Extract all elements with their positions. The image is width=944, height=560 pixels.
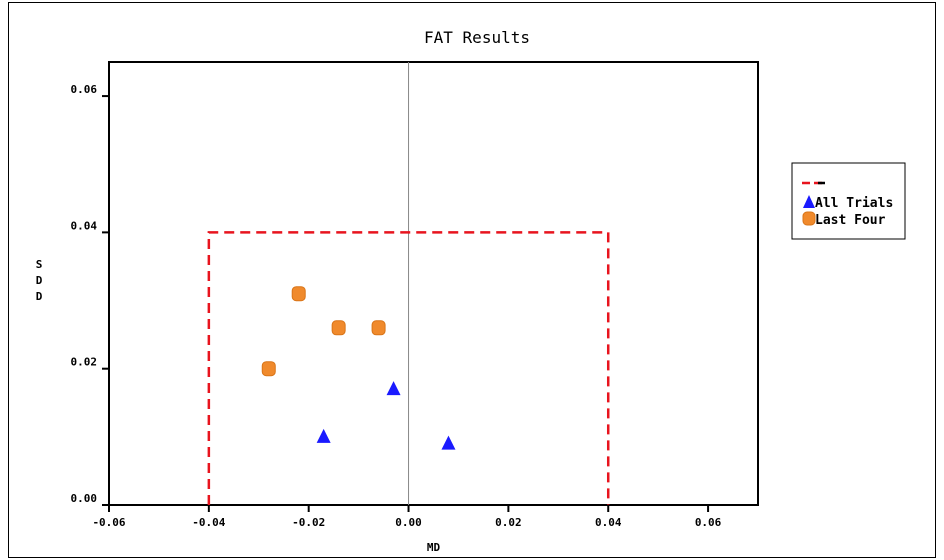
- legend-circle-marker: [802, 211, 816, 226]
- y-tick-label: 0.04: [71, 219, 98, 232]
- x-axis-label: MD: [427, 541, 441, 554]
- limit-box: [207, 231, 610, 505]
- x-tick-label: 0.00: [395, 516, 422, 529]
- x-tick-label: 0.04: [595, 516, 622, 529]
- legend-label-last-four: Last Four: [815, 213, 886, 228]
- x-tick-label: -0.04: [192, 516, 225, 529]
- data-point-all-trials: [316, 428, 331, 443]
- data-point-last-four: [331, 320, 346, 336]
- y-tick-label: 0.02: [71, 356, 98, 369]
- y-tick-label: 0.06: [71, 83, 98, 96]
- scatter-chart: FAT Results -0.06 -0.04 -0.02 0.00 0.02 0.04 0…: [36, 28, 906, 554]
- chart-frame: FAT Results -0.06 -0.04 -0.02 0.00 0.02 0.04 0…: [8, 2, 936, 558]
- plot-area: [108, 61, 759, 506]
- legend-triangle-marker: [803, 195, 815, 208]
- data-point-last-four: [371, 320, 386, 336]
- chart-title: FAT Results: [424, 28, 530, 47]
- x-tick-label: -0.02: [292, 516, 325, 529]
- legend-label-all-trials: All Trials: [815, 196, 893, 211]
- data-point-last-four: [261, 361, 276, 377]
- x-tick-label: 0.02: [495, 516, 522, 529]
- data-point-last-four: [291, 286, 306, 302]
- data-point-all-trials: [441, 435, 456, 450]
- x-tick-label: -0.06: [92, 516, 125, 529]
- data-point-all-trials: [386, 381, 401, 396]
- x-tick-label: 0.06: [695, 516, 722, 529]
- legend: All Trials Last Four: [791, 162, 906, 240]
- y-tick-label: 0.00: [71, 492, 98, 505]
